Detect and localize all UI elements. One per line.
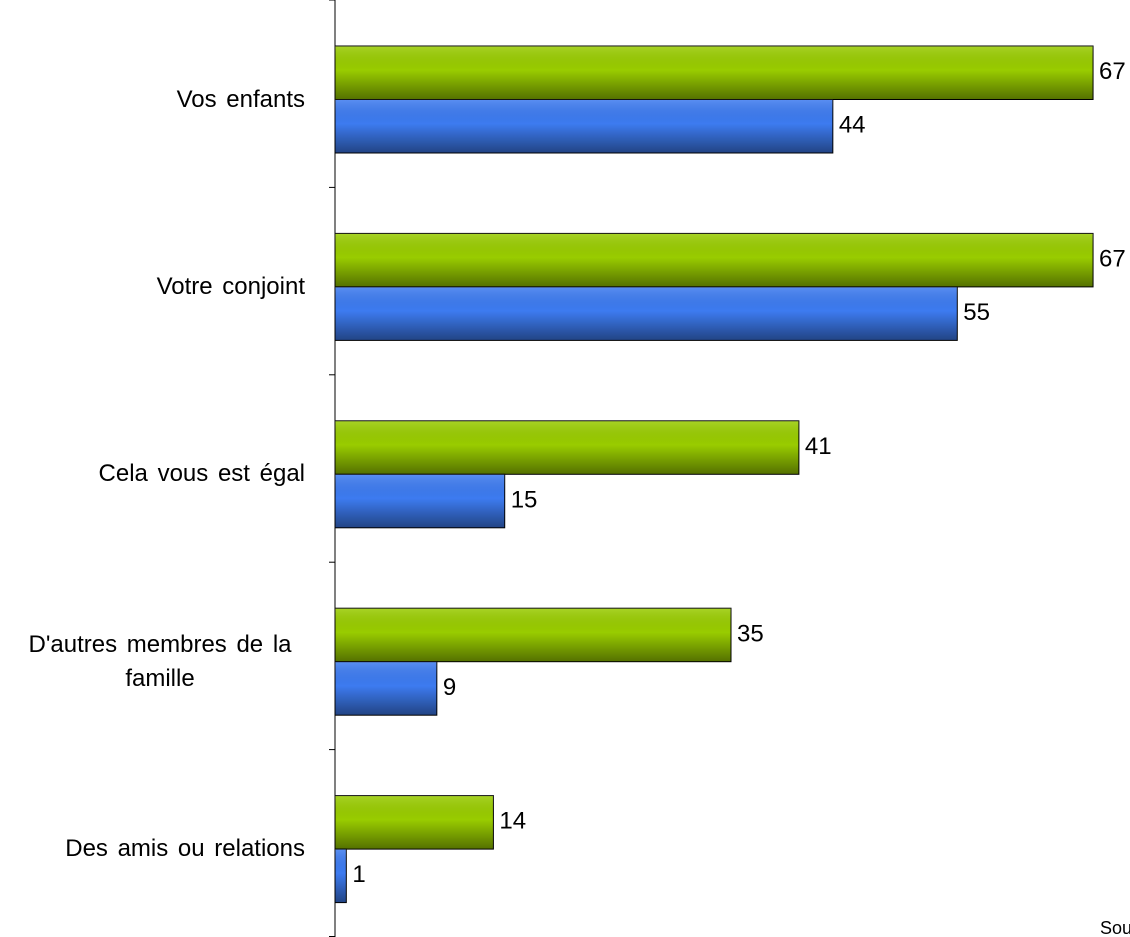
bar	[334, 420, 800, 475]
bar	[334, 795, 494, 850]
bar	[334, 473, 506, 529]
value-label: 41	[805, 433, 832, 460]
category-label: Cela vous est égal	[0, 457, 305, 491]
value-label: 67	[1099, 245, 1126, 272]
bar	[334, 286, 958, 341]
bar	[334, 232, 1094, 288]
bar	[334, 45, 1094, 100]
bar	[334, 848, 347, 904]
category-label: D'autres membres de la famille	[0, 628, 305, 696]
value-label: 67	[1099, 58, 1126, 85]
bar	[334, 661, 438, 716]
category-text: Cela vous est égal	[98, 460, 305, 488]
bar	[334, 99, 834, 154]
category-label: Des amis ou relations	[0, 832, 305, 866]
category-label: Votre conjoint	[0, 270, 305, 304]
category-text: Des amis ou relations	[65, 835, 305, 863]
category-label: Vos enfants	[0, 83, 305, 117]
category-text: Votre conjoint	[156, 272, 305, 300]
category-text: Vos enfants	[176, 85, 305, 113]
value-label: 14	[499, 808, 526, 835]
source-note: Sou	[1100, 918, 1130, 937]
value-label: 9	[443, 674, 456, 701]
value-label: 15	[511, 486, 538, 513]
value-label: 55	[963, 299, 990, 326]
category-text: D'autres membres de la famille	[28, 630, 292, 692]
value-label: 35	[737, 620, 764, 647]
value-label: 44	[839, 112, 866, 139]
bar	[334, 607, 732, 663]
value-label: 1	[352, 861, 365, 888]
